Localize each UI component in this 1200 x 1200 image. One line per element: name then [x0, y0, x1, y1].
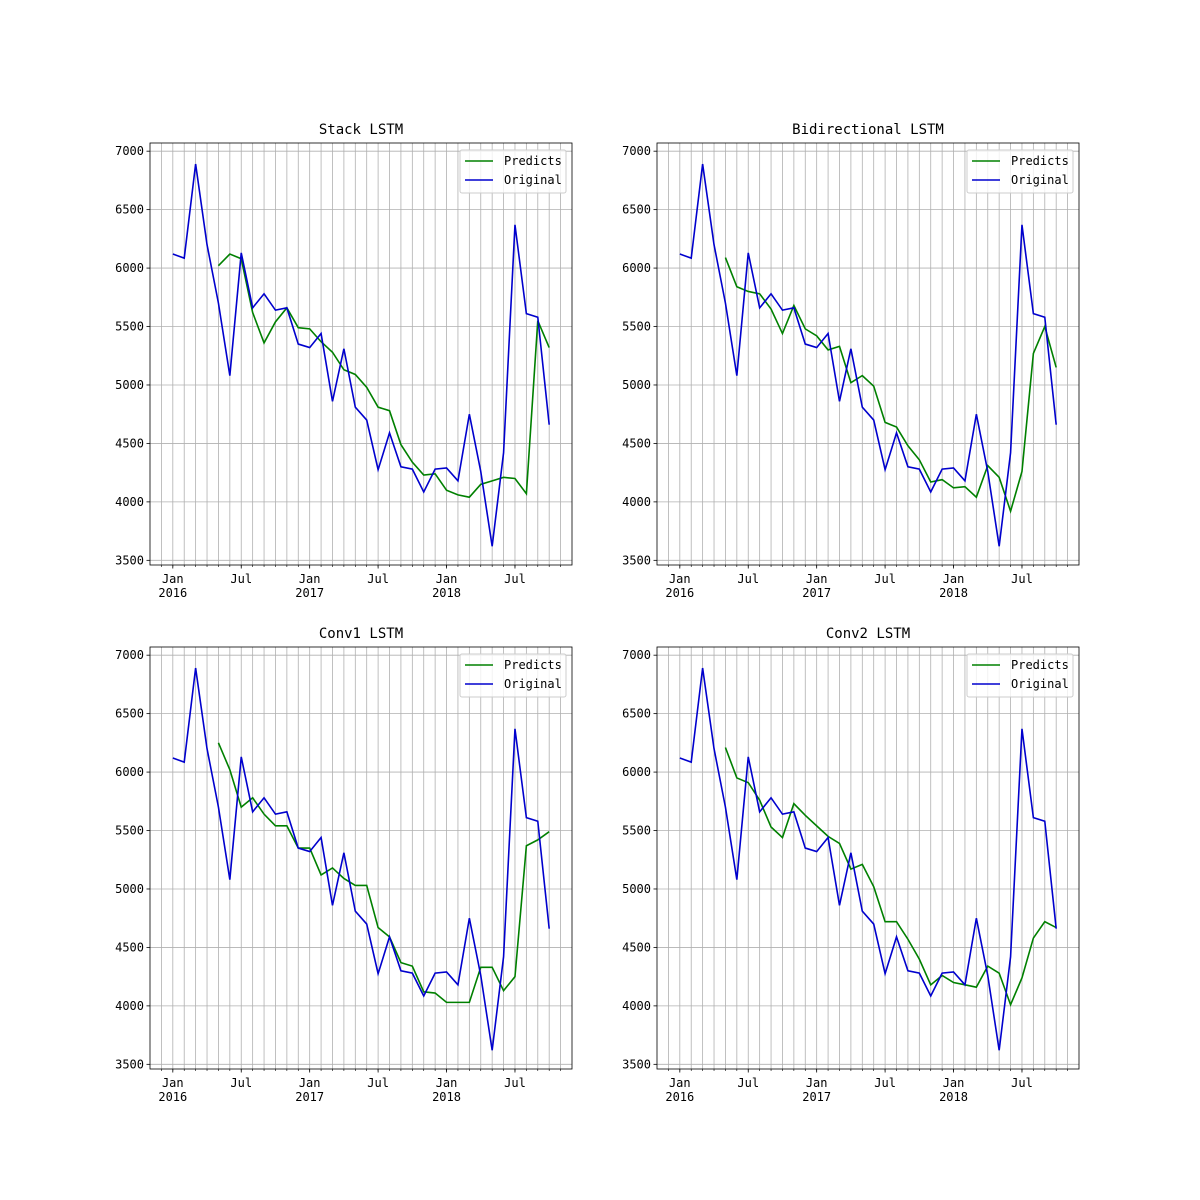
x-tick-label: Jan2018 — [432, 572, 461, 600]
y-tick-label: 3500 — [115, 553, 144, 567]
y-tick-label: 6000 — [622, 261, 651, 275]
subplot: 3500 4000 4500 5000 5500 6000 6500 7000 Jan2016 J… — [622, 626, 1079, 1104]
x-tick-label: Jul — [737, 572, 759, 586]
legend-label: Original — [1011, 677, 1069, 691]
y-tick-label: 5000 — [115, 882, 144, 896]
y-tick-label: 6000 — [622, 765, 651, 779]
x-tick-label: Jan2017 — [295, 1076, 324, 1104]
x-tick-label: Jul — [874, 572, 896, 586]
y-tick-label: 4000 — [115, 999, 144, 1013]
x-tick-label: Jan2018 — [939, 572, 968, 600]
series-line — [218, 254, 549, 497]
y-tick-label: 5000 — [115, 378, 144, 392]
y-tick-label: 6500 — [115, 707, 144, 721]
y-tick-label: 7000 — [622, 648, 651, 662]
subplot: 3500 4000 4500 5000 5500 6000 6500 7000 Jan2016 J… — [622, 122, 1079, 600]
y-tick-label: 7000 — [622, 144, 651, 158]
y-tick-label: 5500 — [622, 824, 651, 838]
subplot-title: Stack LSTM — [319, 122, 403, 138]
x-tick-label: Jan2016 — [158, 572, 187, 600]
x-tick-label: Jan2018 — [939, 1076, 968, 1104]
y-tick-label: 6500 — [622, 203, 651, 217]
y-tick-label: 5000 — [622, 378, 651, 392]
legend-label: Original — [1011, 173, 1069, 187]
x-tick-label: Jan2016 — [665, 572, 694, 600]
series-line — [680, 164, 1056, 546]
y-tick-label: 6500 — [622, 707, 651, 721]
series-line — [173, 668, 549, 1050]
y-tick-label: 4000 — [115, 495, 144, 509]
series-line — [680, 668, 1056, 1050]
x-tick-label: Jul — [367, 1076, 389, 1090]
y-tick-label: 5500 — [115, 824, 144, 838]
subplot-title: Conv2 LSTM — [826, 626, 910, 642]
legend-label: Original — [504, 173, 562, 187]
x-tick-label: Jul — [230, 572, 252, 586]
y-tick-label: 7000 — [115, 144, 144, 158]
legend-label: Predicts — [504, 154, 562, 168]
y-tick-label: 5500 — [115, 320, 144, 334]
series-line — [173, 164, 549, 546]
y-tick-label: 4500 — [115, 940, 144, 954]
y-tick-label: 4500 — [115, 436, 144, 450]
legend-label: Predicts — [504, 658, 562, 672]
x-tick-label: Jul — [874, 1076, 896, 1090]
series-line — [218, 743, 549, 1003]
x-tick-label: Jan2018 — [432, 1076, 461, 1104]
y-tick-label: 5500 — [622, 320, 651, 334]
subplot-title: Conv1 LSTM — [319, 626, 403, 642]
y-tick-label: 4500 — [622, 940, 651, 954]
x-tick-label: Jul — [230, 1076, 252, 1090]
y-tick-label: 4000 — [622, 999, 651, 1013]
x-tick-label: Jul — [1011, 1076, 1033, 1090]
x-tick-label: Jul — [1011, 572, 1033, 586]
legend-label: Original — [504, 677, 562, 691]
legend-label: Predicts — [1011, 658, 1069, 672]
series-line — [725, 748, 1056, 1005]
y-tick-label: 6000 — [115, 765, 144, 779]
subplot: 3500 4000 4500 5000 5500 6000 6500 7000 Jan2016 J… — [115, 626, 572, 1104]
y-tick-label: 6000 — [115, 261, 144, 275]
y-tick-label: 3500 — [115, 1057, 144, 1071]
y-tick-label: 5000 — [622, 882, 651, 896]
x-tick-label: Jul — [504, 1076, 526, 1090]
subplot-title: Bidirectional LSTM — [792, 122, 944, 138]
y-tick-label: 7000 — [115, 648, 144, 662]
x-tick-label: Jul — [504, 572, 526, 586]
y-tick-label: 3500 — [622, 553, 651, 567]
legend-label: Predicts — [1011, 154, 1069, 168]
y-tick-label: 3500 — [622, 1057, 651, 1071]
x-tick-label: Jan2017 — [802, 572, 831, 600]
y-tick-label: 4500 — [622, 436, 651, 450]
y-tick-label: 4000 — [622, 495, 651, 509]
subplot: 3500 4000 4500 5000 5500 6000 6500 7000 Jan2016 J… — [115, 122, 572, 600]
x-tick-label: Jul — [737, 1076, 759, 1090]
x-tick-label: Jul — [367, 572, 389, 586]
y-tick-label: 6500 — [115, 203, 144, 217]
x-tick-label: Jan2016 — [665, 1076, 694, 1104]
x-tick-label: Jan2017 — [802, 1076, 831, 1104]
series-line — [725, 258, 1056, 512]
x-tick-label: Jan2016 — [158, 1076, 187, 1104]
x-tick-label: Jan2017 — [295, 572, 324, 600]
